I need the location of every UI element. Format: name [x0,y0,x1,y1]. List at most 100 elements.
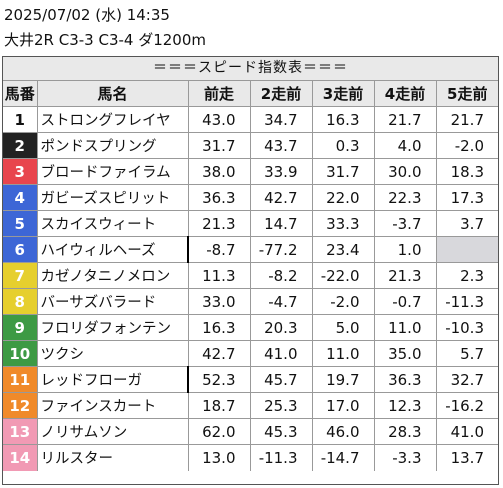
speed-index-cell: 35.0 [373,340,437,367]
speed-index-cell: -3.3 [373,444,437,471]
table-row: 4 ガビーズスピリット 36.3 42.7 22.0 22.3 17.3 [3,184,498,211]
speed-index-cell: 42.7 [249,184,313,211]
speed-index-cell: 30.0 [373,158,437,185]
table-row: 11 レッドフローガ 52.3 45.7 19.7 36.3 32.7 [3,366,498,393]
speed-index-cell: -14.7 [311,444,375,471]
col-header-5-races-ago: 5走前 [435,80,498,107]
horse-name-cell: ガビーズスピリット [36,184,189,211]
speed-index-cell: 5.0 [311,314,375,341]
speed-index-cell: 33.0 [187,288,251,315]
speed-index-cell: 36.3 [187,184,251,211]
speed-index-cell: 16.3 [311,106,375,133]
speed-index-cell: 32.7 [435,366,498,393]
speed-index-cell: 23.4 [311,236,375,263]
speed-index-cell: -2.0 [311,288,375,315]
horse-name-cell: バーサズバラード [36,288,189,315]
table-row: 7 カゼノタニノメロン 11.3 -8.2 -22.0 21.3 2.3 [3,262,498,289]
speed-index-cell: 11.0 [311,340,375,367]
horse-number-cell: 8 [3,288,38,315]
speed-index-cell: 46.0 [311,418,375,445]
speed-index-cell: 33.3 [311,210,375,237]
speed-index-cell: 21.7 [435,106,498,133]
col-header-number: 馬番 [3,80,38,107]
horse-name-cell: ノリサムソン [36,418,189,445]
col-header-2-races-ago: 2走前 [249,80,313,107]
horse-number-cell: 6 [3,236,38,263]
horse-number-cell: 12 [3,392,38,419]
speed-index-cell: 16.3 [187,314,251,341]
speed-index-cell: 43.7 [249,132,313,159]
speed-index-cell: 17.0 [311,392,375,419]
speed-index-cell: 18.3 [435,158,498,185]
horse-name-cell: ブロードファイラム [36,158,189,185]
speed-index-cell [435,236,498,263]
speed-index-cell: 36.3 [373,366,437,393]
horse-name-cell: フロリダフォンテン [36,314,189,341]
speed-index-cell: 31.7 [187,132,251,159]
speed-index-cell: 33.9 [249,158,313,185]
speed-index-cell: 43.0 [187,106,251,133]
table-row: 6 ハイウィルヘーズ -8.7 -77.2 23.4 1.0 [3,236,498,263]
speed-index-cell: 11.3 [187,262,251,289]
horse-name-cell: リルスター [36,444,189,471]
speed-index-cell: -77.2 [249,236,313,263]
speed-index-cell: 62.0 [187,418,251,445]
horse-number-cell: 3 [3,158,38,185]
table-row: 10 ツクシ 42.7 41.0 11.0 35.0 5.7 [3,340,498,367]
table-row: 2 ポンドスプリング 31.7 43.7 0.3 4.0 -2.0 [3,132,498,159]
horse-name-cell: レッドフローガ [36,366,189,393]
speed-index-cell: -16.2 [435,392,498,419]
speed-index-cell: 41.0 [249,340,313,367]
speed-index-cell: 28.3 [373,418,437,445]
speed-index-cell: 52.3 [187,366,251,393]
table-row: 14 リルスター 13.0 -11.3 -14.7 -3.3 13.7 [3,444,498,471]
speed-index-cell: -10.3 [435,314,498,341]
speed-index-cell: 17.3 [435,184,498,211]
col-header-horse-name: 馬名 [36,80,189,107]
speed-index-cell: 0.3 [311,132,375,159]
table-row: 13 ノリサムソン 62.0 45.3 46.0 28.3 41.0 [3,418,498,445]
speed-index-cell: 4.0 [373,132,437,159]
speed-index-cell: 3.7 [435,210,498,237]
speed-index-panel: ＝＝＝スピード指数表＝＝＝ 馬番 馬名 前走 2走前 3走前 4走前 5走前 1… [2,56,499,485]
speed-index-cell: -2.0 [435,132,498,159]
speed-index-cell: -22.0 [311,262,375,289]
col-header-4-races-ago: 4走前 [373,80,437,107]
speed-index-cell: -4.7 [249,288,313,315]
speed-index-cell: 34.7 [249,106,313,133]
table-row: 9 フロリダフォンテン 16.3 20.3 5.0 11.0 -10.3 [3,314,498,341]
table-banner: ＝＝＝スピード指数表＝＝＝ [3,57,498,81]
speed-index-cell: 38.0 [187,158,251,185]
speed-index-cell: 1.0 [373,236,437,263]
table-row: 3 ブロードファイラム 38.0 33.9 31.7 30.0 18.3 [3,158,498,185]
horse-number-cell: 1 [3,106,38,133]
speed-index-cell: 18.7 [187,392,251,419]
race-info-line: 大井2R C3-3 C3-4 ダ1200m [4,31,207,49]
speed-index-cell: -0.7 [373,288,437,315]
col-header-3-races-ago: 3走前 [311,80,375,107]
speed-index-cell: 25.3 [249,392,313,419]
speed-index-cell: 12.3 [373,392,437,419]
horse-name-cell: ストロングフレイヤ [36,106,189,133]
horse-name-cell: ツクシ [36,340,189,367]
speed-index-cell: 14.7 [249,210,313,237]
speed-index-cell: 11.0 [373,314,437,341]
speed-index-cell: -8.7 [187,236,251,263]
horse-number-cell: 11 [3,366,38,393]
speed-index-cell: -11.3 [249,444,313,471]
speed-index-cell: 13.7 [435,444,498,471]
speed-index-cell: 45.3 [249,418,313,445]
speed-index-cell: 2.3 [435,262,498,289]
horse-number-cell: 7 [3,262,38,289]
speed-index-cell: 31.7 [311,158,375,185]
speed-index-cell: -8.2 [249,262,313,289]
table-row: 8 バーサズバラード 33.0 -4.7 -2.0 -0.7 -11.3 [3,288,498,315]
speed-index-cell: 21.3 [373,262,437,289]
table-row: 12 ファインスカート 18.7 25.3 17.0 12.3 -16.2 [3,392,498,419]
horse-name-cell: ハイウィルヘーズ [36,236,189,263]
speed-index-cell: 5.7 [435,340,498,367]
speed-index-table: 馬番 馬名 前走 2走前 3走前 4走前 5走前 1 ストロングフレイヤ 43.0 3… [3,80,498,471]
datetime-line: 2025/07/02 (水) 14:35 [4,6,170,24]
header-row: 馬番 馬名 前走 2走前 3走前 4走前 5走前 [3,80,498,107]
horse-number-cell: 10 [3,340,38,367]
